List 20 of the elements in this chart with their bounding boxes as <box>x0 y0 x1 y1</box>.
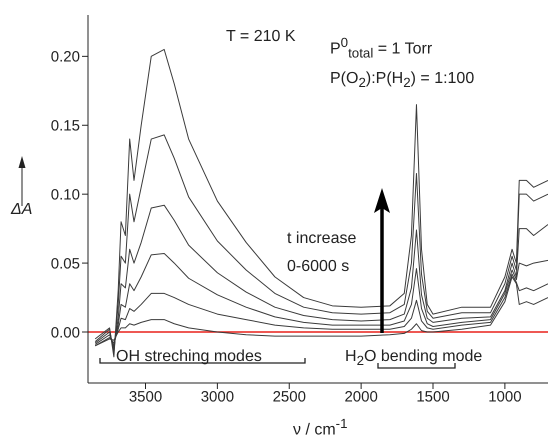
y-tick-label: 0.10 <box>50 186 80 204</box>
x-tick-label: 2000 <box>344 388 378 406</box>
annotation: H$_{2}$O bending mode <box>345 348 482 368</box>
y-tick-label: 0.00 <box>50 324 80 342</box>
y-tick-label: 0.20 <box>50 48 80 66</box>
x-axis-title: ν / cm$^{-1}$ <box>293 416 348 440</box>
y-axis-title: ΔA <box>11 201 32 219</box>
annotation: T = 210 K <box>226 28 296 46</box>
x-tick-label: 2500 <box>272 388 306 406</box>
x-tick-label: 3000 <box>200 388 234 406</box>
y-tick-label: 0.15 <box>50 118 80 135</box>
x-tick-label: 1500 <box>416 388 450 406</box>
annotation: t increase <box>287 230 356 248</box>
annotation: P$^{0}$$_{total}$ = 1 Torr <box>330 35 432 61</box>
annotation: 0-6000 s <box>287 258 350 276</box>
x-tick-label: 1000 <box>488 388 522 406</box>
x-tick-label: 3500 <box>128 388 162 406</box>
y-tick-label: 0.05 <box>50 255 80 272</box>
annotation: OH streching modes <box>116 348 262 366</box>
annotation: P(O$_{2}$):P(H$_{2}$) = 1:100 <box>330 70 474 90</box>
